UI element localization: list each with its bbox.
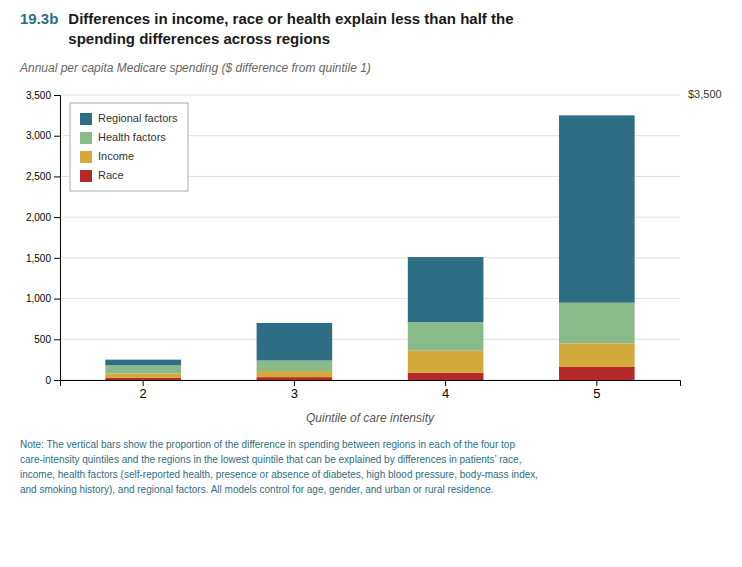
note-line: income, health factors (self-reported he… (20, 469, 538, 480)
x-tick-label: 4 (442, 386, 449, 401)
legend-label: Regional factors (98, 112, 178, 124)
bar (105, 365, 181, 373)
x-axis-line (61, 381, 681, 387)
legend-box (70, 103, 188, 191)
subtitle: Annual per capita Medicare spending ($ d… (19, 61, 371, 75)
x-label: Quintile of care intensity (306, 411, 435, 425)
note-line: and smoking history), and regional facto… (20, 484, 494, 495)
y-tick-mark (54, 380, 60, 381)
chart: 19.3b Differences in income, race or heal… (0, 0, 742, 567)
legend: Regional factors Health factors Income Race (70, 103, 188, 191)
x-tick: 4 (442, 380, 449, 401)
y-tick: 1,500 (26, 253, 60, 264)
series (105, 343, 634, 378)
y-tick: 2,500 (26, 171, 60, 182)
y-tick: 3,000 (26, 130, 60, 141)
y-tick-mark (54, 299, 60, 300)
legend-label: Health factors (98, 131, 166, 143)
legend-swatch (80, 170, 92, 182)
x-tick-mark (294, 380, 295, 386)
plot: 0 500 1,000 1,500 2,000 2,500 3,000 3,500 2 3 4 5 Qu… (26, 88, 722, 425)
legend-label: Race (98, 169, 124, 181)
y-tick-label: 2,500 (26, 171, 51, 182)
x-tick-label: 3 (291, 386, 298, 401)
grid (60, 95, 680, 380)
y-tick-label: 500 (34, 334, 51, 345)
x-tick-mark (445, 380, 446, 386)
y-tick-mark (54, 176, 60, 177)
x-tick: 2 (140, 380, 147, 401)
bar (408, 351, 484, 373)
y-tick-mark (54, 339, 60, 340)
legend-item: Race (80, 169, 124, 182)
y-tick: 1,000 (26, 293, 60, 304)
series (105, 367, 634, 380)
y-tick-label: 2,000 (26, 212, 51, 223)
y-tick-label: 0 (45, 375, 51, 386)
bar (559, 367, 635, 380)
y-tick-label: 1,500 (26, 253, 51, 264)
title-line: spending differences across regions (68, 30, 330, 47)
note: Note: The vertical bars show the proport… (20, 439, 538, 495)
bar (257, 360, 333, 371)
y-tick: 0 (45, 375, 60, 386)
x-tick-label: 2 (140, 386, 147, 401)
y-axis: 0 500 1,000 1,500 2,000 2,500 3,000 3,500 (26, 90, 61, 386)
x-tick-mark (596, 380, 597, 386)
y-tick-mark (54, 217, 60, 218)
y-tick: 3,500 (26, 90, 60, 101)
x-axis: 2 3 4 5 (61, 380, 681, 401)
x-tick-label: 5 (593, 386, 600, 401)
legend-swatch (80, 113, 92, 125)
y-tick-label: 3,500 (26, 90, 51, 101)
bar (408, 373, 484, 380)
y-tick: 500 (34, 334, 60, 345)
bar (559, 303, 635, 344)
x-tick: 5 (593, 380, 600, 401)
bar (408, 322, 484, 351)
title-line: Differences in income, race or health ex… (68, 10, 513, 27)
x-tick-mark (143, 380, 144, 386)
title-number: 19.3b (20, 10, 58, 27)
annotation: $3,500 (688, 88, 722, 100)
y-tick-mark (54, 258, 60, 259)
y-tick-mark (54, 136, 60, 137)
bar (257, 371, 333, 377)
legend-label: Income (98, 150, 134, 162)
legend-item: Income (80, 150, 134, 163)
bar (105, 378, 181, 380)
bar (105, 360, 181, 366)
legend-item: Regional factors (80, 112, 178, 125)
bar (559, 343, 635, 367)
legend-item: Health factors (80, 131, 166, 144)
bar (408, 257, 484, 322)
y-tick-label: 1,000 (26, 293, 51, 304)
x-tick: 3 (291, 380, 298, 401)
series (105, 303, 634, 374)
grid-line (60, 95, 680, 96)
y-axis-line (54, 96, 61, 381)
bar (559, 115, 635, 302)
bar (105, 373, 181, 377)
note-line: care-intensity quintiles and the regions… (20, 454, 521, 465)
legend-swatch (80, 132, 92, 144)
legend-swatch (80, 151, 92, 163)
title: 19.3b Differences in income, race or heal… (20, 10, 514, 47)
y-tick-mark (54, 95, 60, 96)
bar (257, 377, 333, 380)
y-tick-label: 3,000 (26, 130, 51, 141)
note-line: Note: The vertical bars show the proport… (20, 439, 515, 450)
y-tick: 2,000 (26, 212, 60, 223)
bar (257, 323, 333, 360)
